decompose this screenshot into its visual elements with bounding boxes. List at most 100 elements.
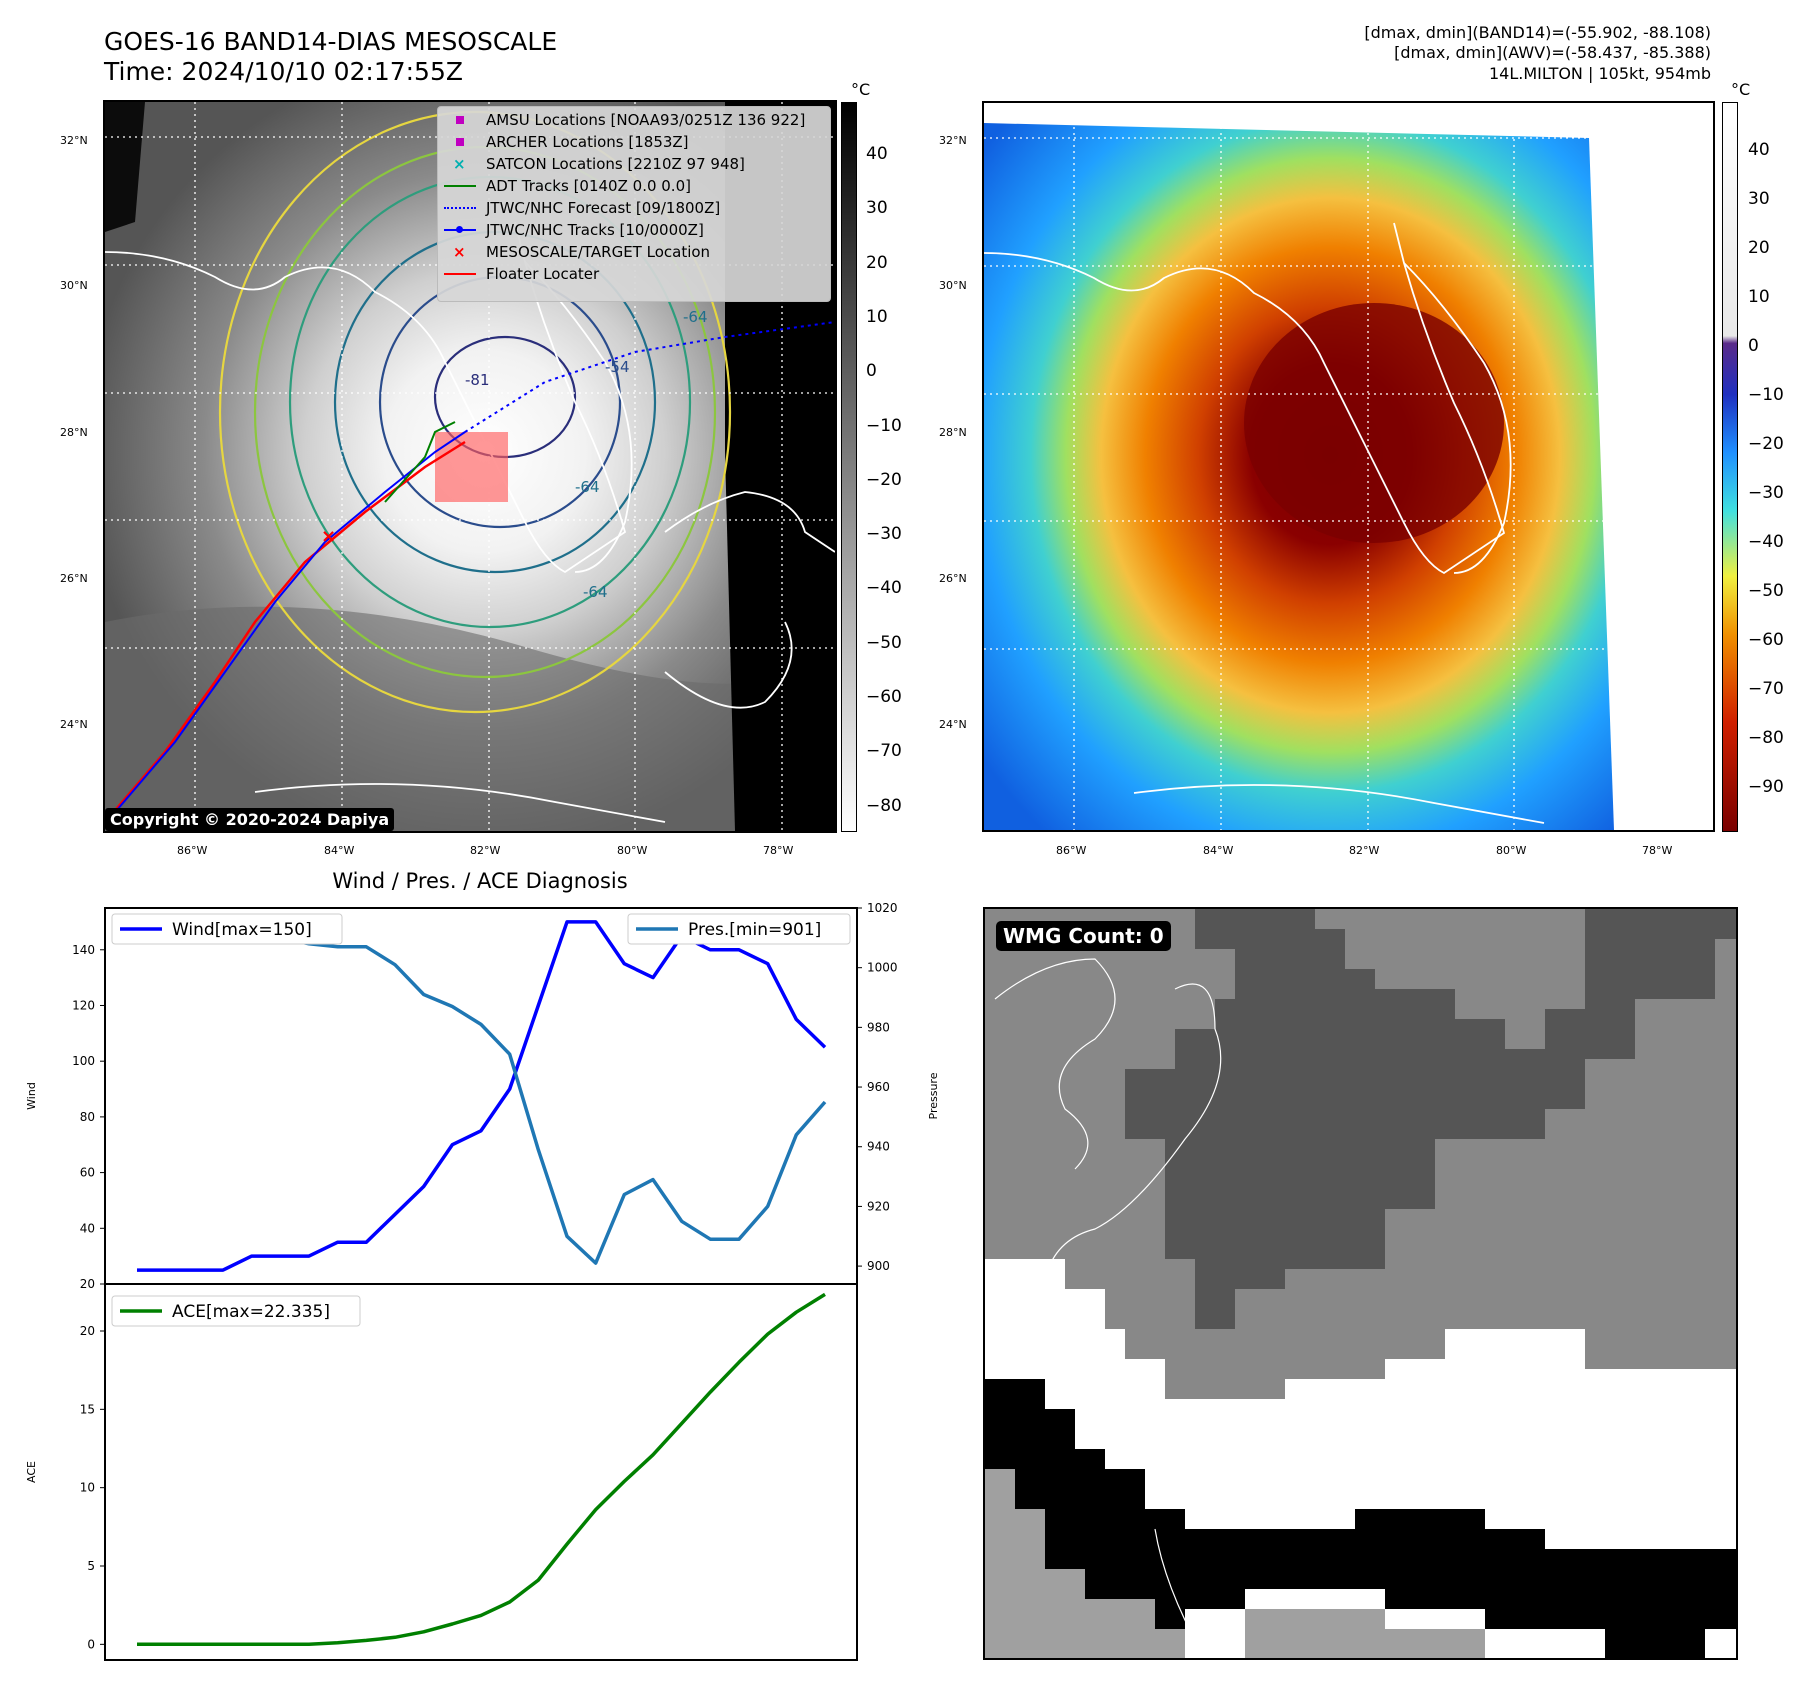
awv-colorbar-tick: −30 bbox=[1748, 483, 1784, 503]
ir-lat-26: 26°N bbox=[60, 572, 88, 585]
legend-amsu-marker bbox=[456, 116, 464, 124]
legend-archer-label: ARCHER Locations [1853Z] bbox=[486, 133, 689, 151]
wmg-map-panel: WMG Count: 0 bbox=[983, 907, 1738, 1660]
wind-pres-ytick-label: 40 bbox=[80, 1221, 95, 1235]
wind-pres-ytick-label: 80 bbox=[80, 1110, 95, 1124]
ir-lon-80: 80°W bbox=[617, 844, 648, 857]
awv-lat-26: 26°N bbox=[939, 572, 967, 585]
storm-info: 14L.MILTON | 105kt, 954mb bbox=[1488, 64, 1711, 83]
awv-colorbar-tick: −60 bbox=[1748, 630, 1784, 650]
ir-lon-86: 86°W bbox=[177, 844, 208, 857]
contour-label-64a: -64 bbox=[575, 478, 600, 496]
legend-adt-line bbox=[444, 185, 476, 187]
wind-pres-series-0 bbox=[137, 920, 827, 1272]
ir-lat-24: 24°N bbox=[60, 718, 88, 731]
ir-colorbar-tick: −10 bbox=[866, 415, 902, 436]
wmg-map-image bbox=[985, 909, 1736, 1658]
awv-colorbar bbox=[1722, 102, 1738, 832]
awv-lat-28: 28°N bbox=[939, 426, 967, 439]
wind-pres-ytick-right-label: 960 bbox=[867, 1080, 890, 1094]
awv-colorbar-tick: 20 bbox=[1748, 238, 1770, 258]
contour-label-81: -81 bbox=[465, 371, 490, 389]
legend-archer-marker bbox=[456, 138, 464, 146]
ir-colorbar-tick: 0 bbox=[866, 361, 877, 382]
awv-colorbar-tick: −20 bbox=[1748, 434, 1784, 454]
contour-label-64c: -64 bbox=[583, 583, 608, 601]
ace-legend-box-0 bbox=[111, 1295, 361, 1327]
awv-lon-86: 86°W bbox=[1056, 844, 1087, 857]
legend-satcon-label: SATCON Locations [2210Z 97 948] bbox=[486, 155, 745, 173]
awv-lat-24: 24°N bbox=[939, 718, 967, 731]
ir-lon-84: 84°W bbox=[324, 844, 355, 857]
awv-lon-78: 78°W bbox=[1642, 844, 1673, 857]
ace-ytick-label: 15 bbox=[80, 1402, 95, 1416]
ace-ylabel: ACE bbox=[25, 1461, 38, 1483]
ace-frame bbox=[104, 1283, 858, 1661]
legend-forecast-line bbox=[444, 207, 476, 209]
wind-pres-ytick-right-label: 980 bbox=[867, 1020, 890, 1034]
ace-ytick-label: 5 bbox=[87, 1559, 95, 1573]
ir-colorbar-tick: 20 bbox=[866, 252, 888, 273]
wind-pres-ytick-label: 120 bbox=[72, 998, 95, 1012]
legend-floater-line bbox=[444, 273, 476, 275]
awv-colorbar-tick: 40 bbox=[1748, 140, 1770, 160]
ir-colorbar bbox=[841, 102, 857, 832]
ace-ytick-label: 10 bbox=[80, 1481, 95, 1495]
wind-pres-frame bbox=[104, 907, 858, 1285]
contour-label-54: -54 bbox=[605, 358, 630, 376]
wmg-count-badge: WMG Count: 0 bbox=[996, 921, 1171, 951]
ir-colorbar-tick: 40 bbox=[866, 144, 888, 164]
ir-lat-32: 32°N bbox=[60, 134, 88, 147]
awv-colorbar-tick: −50 bbox=[1748, 581, 1784, 601]
wind-pres-ytick-label: 60 bbox=[80, 1166, 95, 1180]
svg-text:×: × bbox=[321, 526, 336, 547]
ir-colorbar-tick: −60 bbox=[866, 687, 902, 707]
wind-pres-ytick-right-label: 920 bbox=[867, 1199, 890, 1213]
legend-forecast-label: JTWC/NHC Forecast [09/1800Z] bbox=[486, 199, 721, 217]
ace-ytick-label: 20 bbox=[80, 1324, 95, 1338]
awv-lon-84: 84°W bbox=[1203, 844, 1234, 857]
ir-colorbar-tick: −30 bbox=[866, 524, 902, 545]
awv-map-panel bbox=[982, 101, 1715, 832]
wind-pres-ytick-right-label: 900 bbox=[867, 1259, 890, 1273]
stats-awv: [dmax, dmin](AWV)=(-58.437, -85.388) bbox=[1394, 43, 1711, 62]
legend-adt-label: ADT Tracks [0140Z 0.0 0.0] bbox=[486, 177, 691, 195]
awv-colorbar-tick: 30 bbox=[1748, 189, 1770, 209]
ir-map-panel: × -81 -64 -64 -64 -54 AMSU Locations [NO… bbox=[103, 100, 837, 833]
ace-ytick-label: 0 bbox=[87, 1637, 95, 1651]
contour-label-64b: -64 bbox=[683, 308, 708, 326]
ir-lon-82: 82°W bbox=[470, 844, 501, 857]
ir-colorbar-tick: −20 bbox=[866, 469, 902, 490]
awv-lon-80: 80°W bbox=[1496, 844, 1527, 857]
target-box bbox=[435, 432, 508, 502]
ir-lon-78: 78°W bbox=[763, 844, 794, 857]
diagnosis-chart: Wind / Pres. / ACE Diagnosis 20406080100… bbox=[25, 869, 940, 1661]
ir-colorbar-tick: −70 bbox=[866, 741, 902, 762]
wind-pres-ytick-label: 20 bbox=[80, 1277, 95, 1291]
wind-pres-ytick-right-label: 940 bbox=[867, 1140, 890, 1154]
wind-pres-ylabel: Wind bbox=[25, 1082, 38, 1110]
awv-lon-82: 82°W bbox=[1349, 844, 1380, 857]
legend-tracks-dot bbox=[456, 226, 463, 233]
figure-title-line2: Time: 2024/10/10 02:17:55Z bbox=[104, 57, 463, 86]
ace-legend-label-0: ACE[max=22.335] bbox=[172, 1302, 330, 1322]
awv-colorbar-tick: −70 bbox=[1748, 679, 1784, 699]
legend-satcon-marker: × bbox=[453, 155, 466, 173]
legend-tracks-label: JTWC/NHC Tracks [10/0000Z] bbox=[486, 221, 704, 239]
legend-target-marker: × bbox=[453, 243, 466, 261]
awv-colorbar-tick: −10 bbox=[1748, 385, 1784, 405]
wind-pres-ytick-label: 140 bbox=[72, 943, 95, 957]
ir-colorbar-tick: −50 bbox=[866, 632, 902, 653]
ir-colorbar-unit: °C bbox=[851, 80, 871, 99]
ace-series-0 bbox=[137, 1292, 826, 1647]
figure-title-line1: GOES-16 BAND14-DIAS MESOSCALE bbox=[104, 27, 558, 56]
diagnosis-chart-title: Wind / Pres. / ACE Diagnosis bbox=[332, 869, 627, 893]
legend-target-label: MESOSCALE/TARGET Location bbox=[486, 243, 711, 261]
awv-lat-30: 30°N bbox=[939, 279, 967, 292]
ir-colorbar-tick: 10 bbox=[866, 306, 888, 327]
ir-lat-28: 28°N bbox=[60, 426, 88, 439]
ir-colorbar-tick: −80 bbox=[866, 795, 902, 816]
ir-legend: AMSU Locations [NOAA93/0251Z 136 922] AR… bbox=[437, 106, 831, 302]
wind-pres-ytick-right-label: 1020 bbox=[867, 901, 898, 915]
